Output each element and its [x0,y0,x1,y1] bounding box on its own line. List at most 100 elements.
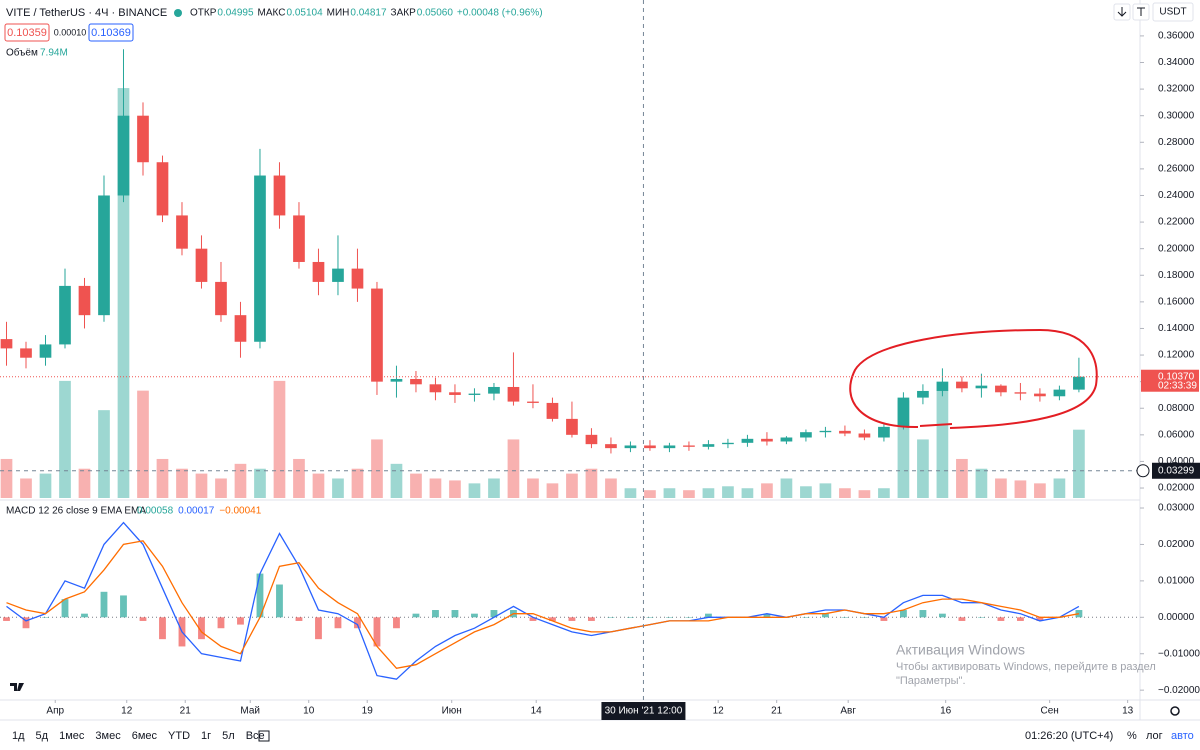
bid-box[interactable] [4,23,50,42]
top-right-controls: USDT [1113,2,1194,22]
candle-body [117,115,130,196]
y-tick-label: 0.18000 [1158,270,1195,281]
currency-button[interactable] [1152,2,1194,22]
histogram-bar [841,617,849,618]
candle-body [761,438,773,442]
volume-bar [1053,478,1066,498]
candle-body [98,195,110,316]
volume-bar [917,439,929,498]
volume-bar [332,478,344,498]
macd-legend-value: 0.00058 [137,506,174,517]
x-tick-label: Апр [46,706,64,717]
range-button[interactable]: 1г [201,730,211,742]
y-tick-label: −0.01000 [1158,648,1200,659]
range-button[interactable]: 1мес [59,730,85,742]
candle-body [702,444,715,447]
candle-body [917,390,929,398]
candle-body [683,445,695,447]
histogram-bar [354,617,361,629]
main-layer [0,49,1085,680]
volume-bar [1034,483,1046,498]
volume-bar [449,480,461,498]
ohlc-label: ОТКР [190,8,217,19]
histogram-bar [1036,617,1044,621]
range-button[interactable]: 1д [12,730,25,742]
annotation-ellipse [849,328,1098,429]
y-tick-label: 0.20000 [1158,243,1195,254]
y-tick-label: 0.28000 [1158,137,1195,148]
range-button[interactable]: 6мес [132,730,158,742]
histogram-bar [432,610,439,618]
volume-legend-value: 7.94M [40,48,68,59]
range-button[interactable]: 5л [222,730,235,742]
volume-bar [975,468,988,498]
candle-body [59,285,71,345]
histogram-bar [607,617,615,618]
volume-bar [98,410,110,498]
ask: 0.10369 [91,27,131,39]
x-tick-label: 12 [121,706,133,717]
candle-body [137,115,149,163]
y-tick-label: 0.02000 [1158,539,1195,550]
range-button[interactable]: YTD [168,730,190,742]
volume-legend-name: Объём [6,47,38,59]
candle-body [39,344,52,358]
volume-bar [468,483,481,498]
ask-box[interactable] [88,23,134,42]
histogram-bar [393,617,400,629]
log-toggle[interactable]: лог [1146,730,1163,742]
histogram-bar [471,613,478,618]
volume-bar [1073,429,1085,498]
y-tick-label: 0.36000 [1158,31,1195,42]
y-tick-label: 0.24000 [1158,190,1195,201]
settings-icon[interactable] [1170,706,1180,716]
ohlc-value: 0.05060 [417,8,454,19]
x-tick-label: 21 [771,706,783,717]
volume-bar [429,478,442,498]
volume-bar [995,478,1007,498]
histogram-bar [276,584,283,618]
histogram-bar [237,617,244,625]
histogram-bar [549,617,556,621]
range-button[interactable]: Все [246,730,265,742]
histogram-bar [217,617,225,629]
volume-bar [527,478,539,498]
candle-body [507,386,520,402]
histogram-bar [334,617,342,629]
histogram-bar [919,610,927,618]
candle-body [858,433,871,438]
x-tick-label: Сен [1041,706,1059,717]
y-tick-label: 0.30000 [1158,110,1195,121]
watermark-text: Чтобы активировать Windows, перейдите в … [896,661,1156,673]
y-tick-label: 0.02000 [1158,483,1195,494]
percent-toggle[interactable]: % [1127,730,1137,742]
histogram-bar [588,617,595,621]
candle-body [1053,389,1066,397]
range-button[interactable]: 3мес [95,730,121,742]
histogram-bar [627,617,634,618]
ohlc-value: 0.04817 [350,8,387,19]
x-tick-label: Авг [840,706,856,717]
candle-body [566,418,578,435]
candle-body [195,248,208,282]
histogram-bar [81,613,88,618]
histogram-bar [198,617,205,640]
histogram-bar [900,610,907,618]
volume-bar [897,400,910,498]
range-button[interactable]: 5д [36,730,49,742]
histogram-bar [939,613,946,618]
y-tick-label: 0.12000 [1158,350,1195,361]
tv-logo [10,683,24,691]
candle-body [956,381,968,389]
watermark-title: Активация Windows [896,642,1025,658]
macd-line [6,521,1080,680]
candle-body [468,393,481,395]
y-tick-label: 0.26000 [1158,164,1195,175]
auto-toggle[interactable]: авто [1171,730,1194,742]
volume-bar [78,468,91,498]
ohlc-label: МАКС [258,8,286,19]
date-range-icon[interactable] [258,730,270,742]
last-price-box [1141,369,1199,392]
y-tick-label: 0.04000 [1158,456,1195,467]
volume-bar [780,478,793,498]
